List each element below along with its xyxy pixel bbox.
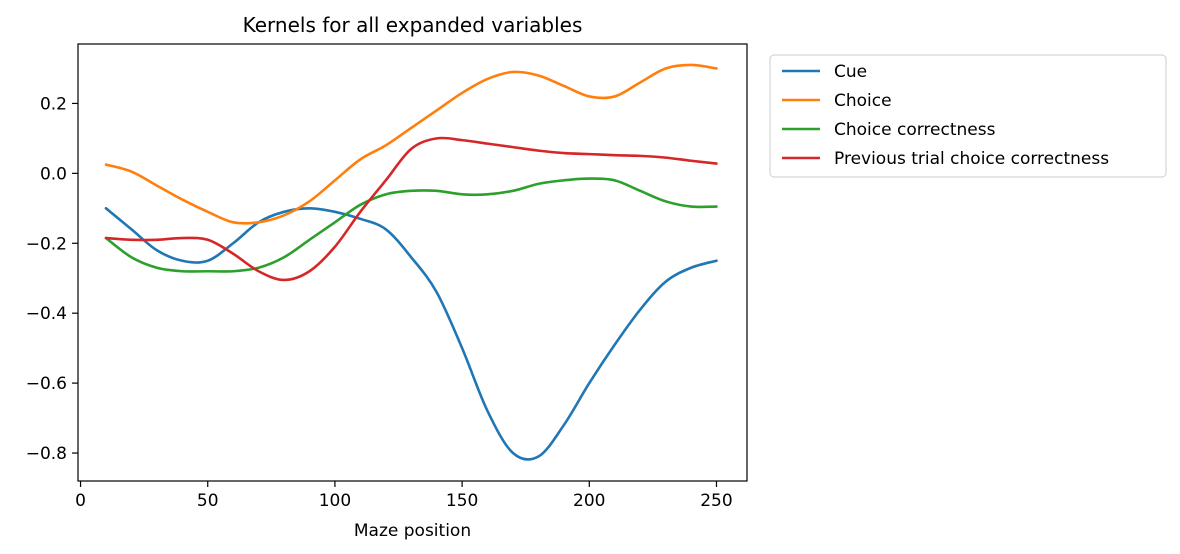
series-line-previous-trial-choice-correctness [104,136,718,282]
legend-label: Cue [834,62,867,82]
x-tick-label: 150 [446,491,478,511]
plot-frame [77,43,748,482]
legend: Cue Choice Choice correctness Previous tria… [769,54,1167,178]
x-tick-label: 100 [319,491,351,511]
x-tick-label: 250 [700,491,732,511]
y-tick-label: 0.0 [40,164,67,184]
y-tick-label: −0.8 [26,444,67,464]
legend-label: Choice correctness [834,120,996,140]
x-axis-title: Maze position [354,521,471,541]
y-axis: 0.2 0.0 −0.2 −0.4 −0.6 −0.8 [26,94,78,464]
legend-box [769,54,1167,178]
x-tick-label: 200 [573,491,605,511]
series-line-choice-correctness [104,177,718,273]
x-tick-label: 0 [75,491,86,511]
legend-label: Previous trial choice correctness [834,149,1109,169]
x-tick-label: 50 [197,491,219,511]
legend-label: Choice [834,91,892,111]
x-axis: 0 50 100 150 200 250 [75,481,733,511]
plot-area [77,43,748,482]
series-line-cue [104,207,718,461]
y-tick-label: −0.4 [26,304,67,324]
y-tick-label: −0.6 [26,374,67,394]
series-line-choice [104,63,718,225]
series-layer [104,63,718,461]
chart-title: Kernels for all expanded variables [243,13,583,37]
y-tick-label: −0.2 [26,234,67,254]
y-tick-label: 0.2 [40,94,67,114]
